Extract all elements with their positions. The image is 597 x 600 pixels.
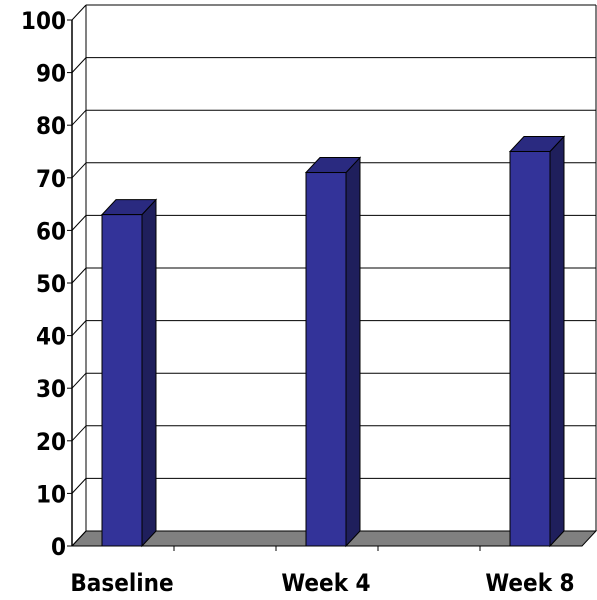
y-tick-label: 60 [36, 217, 66, 245]
side-wall-tick [71, 109, 87, 126]
side-wall-tick [71, 57, 87, 73]
side-wall-tick [71, 478, 87, 494]
side-wall-tick [71, 320, 87, 336]
bar-side [141, 198, 157, 548]
bar-week-8 [508, 135, 566, 548]
y-tick-label: 40 [36, 323, 66, 351]
bar [101, 214, 143, 547]
y-tick-label: 0 [51, 533, 66, 561]
side-wall-tick [71, 215, 87, 231]
x-category-label: Baseline [70, 569, 173, 597]
bar-side [549, 135, 565, 548]
y-tick-label: 50 [36, 270, 66, 298]
bar-side [345, 156, 361, 548]
bar-baseline [100, 198, 158, 548]
side-wall-tick [71, 372, 87, 389]
x-category-label: Week 4 [281, 569, 370, 597]
y-tick-label: 70 [36, 165, 66, 193]
y-tick-label: 30 [36, 375, 66, 403]
side-wall-tick [71, 425, 87, 442]
bar-week-4 [304, 156, 362, 548]
side-wall-tick [71, 4, 87, 21]
side-wall-tick [71, 530, 87, 547]
bar [305, 172, 347, 547]
y-tick-label: 90 [36, 60, 66, 88]
y-tick-label: 80 [36, 112, 66, 140]
y-tick-label: 10 [36, 480, 66, 508]
y-tick-label: 20 [36, 428, 66, 456]
y-tick-label: 100 [21, 7, 66, 35]
side-wall-tick [71, 267, 87, 284]
bar [509, 151, 551, 547]
x-category-label: Week 8 [485, 569, 574, 597]
side-wall-tick [71, 162, 87, 179]
